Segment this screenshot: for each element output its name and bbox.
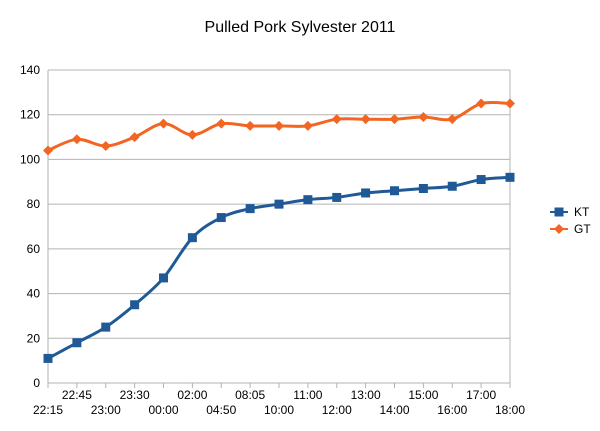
data-point-gt <box>360 114 371 125</box>
x-tick-label: 23:00 <box>91 403 121 417</box>
data-point-gt <box>43 145 53 156</box>
x-tick-label: 14:00 <box>379 403 409 417</box>
data-point-gt <box>418 111 429 122</box>
data-point-kt <box>361 188 371 198</box>
y-tick-label: 80 <box>27 197 41 211</box>
data-point-gt <box>505 98 515 109</box>
data-point-kt <box>476 175 486 185</box>
x-tick-label: 18:00 <box>495 403 525 417</box>
x-tick-label: 22:15 <box>33 403 63 417</box>
data-point-gt <box>71 134 82 145</box>
y-tick-label: 0 <box>33 376 40 390</box>
data-point-kt <box>43 353 53 363</box>
y-tick-label: 60 <box>27 242 41 256</box>
chart-title: Pulled Pork Sylvester 2011 <box>205 19 396 36</box>
y-axis: 0 20 40 60 80 100 120 140 <box>20 63 40 390</box>
chart-series <box>43 98 515 363</box>
data-point-kt <box>332 192 342 202</box>
data-point-kt <box>159 273 168 283</box>
y-tick-label: 100 <box>20 152 40 166</box>
x-tick-label: 16:00 <box>437 403 467 417</box>
x-tick-label: 02:00 <box>177 388 207 402</box>
x-tick-label: 13:00 <box>351 388 381 402</box>
data-point-kt <box>303 195 313 205</box>
legend-label-kt: KT <box>574 205 590 219</box>
data-point-gt <box>245 120 256 131</box>
data-point-gt <box>216 118 227 129</box>
data-point-gt <box>476 98 487 109</box>
data-point-kt <box>274 199 284 209</box>
data-point-kt <box>245 204 255 214</box>
legend-marker-gt <box>554 224 564 234</box>
data-point-gt <box>100 141 111 152</box>
data-point-kt <box>130 300 140 310</box>
chart-gridlines <box>47 69 511 384</box>
x-tick-label: 10:00 <box>264 403 294 417</box>
data-point-kt <box>216 213 226 223</box>
data-point-kt <box>505 172 515 182</box>
data-point-gt <box>447 114 458 125</box>
legend-marker-kt <box>554 207 564 217</box>
legend-label-gt: GT <box>574 222 591 236</box>
data-point-kt <box>418 183 428 193</box>
x-tick-label: 15:00 <box>408 388 438 402</box>
chart-legend: KT GT <box>550 205 591 236</box>
y-tick-label: 140 <box>20 63 40 77</box>
data-point-gt <box>158 118 169 129</box>
data-point-gt <box>389 114 400 125</box>
x-tick-label: 12:00 <box>322 403 352 417</box>
x-tick-label: 08:05 <box>235 388 265 402</box>
x-tick-label: 23:30 <box>120 388 150 402</box>
x-tick-label: 00:00 <box>148 403 178 417</box>
data-point-gt <box>274 120 284 131</box>
data-point-kt <box>101 322 111 332</box>
x-axis: 22:1522:4523:0023:3000:0002:0004:5008:05… <box>33 383 525 417</box>
x-tick-label: 22:45 <box>62 388 92 402</box>
data-point-kt <box>390 186 399 196</box>
data-point-gt <box>302 120 313 131</box>
data-point-gt <box>187 129 198 140</box>
x-tick-label: 04:50 <box>206 403 236 417</box>
data-point-kt <box>72 338 82 348</box>
x-tick-label: 17:00 <box>466 388 496 402</box>
y-tick-label: 20 <box>27 331 41 345</box>
data-point-gt <box>331 114 342 125</box>
x-tick-label: 11:00 <box>293 388 322 402</box>
data-point-kt <box>187 233 197 243</box>
data-point-kt <box>447 181 457 191</box>
y-tick-label: 120 <box>20 108 40 122</box>
y-tick-label: 40 <box>27 287 41 301</box>
data-point-gt <box>129 132 140 143</box>
